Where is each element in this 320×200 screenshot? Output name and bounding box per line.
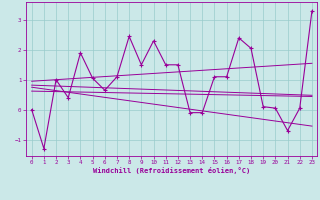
X-axis label: Windchill (Refroidissement éolien,°C): Windchill (Refroidissement éolien,°C) — [92, 167, 250, 174]
